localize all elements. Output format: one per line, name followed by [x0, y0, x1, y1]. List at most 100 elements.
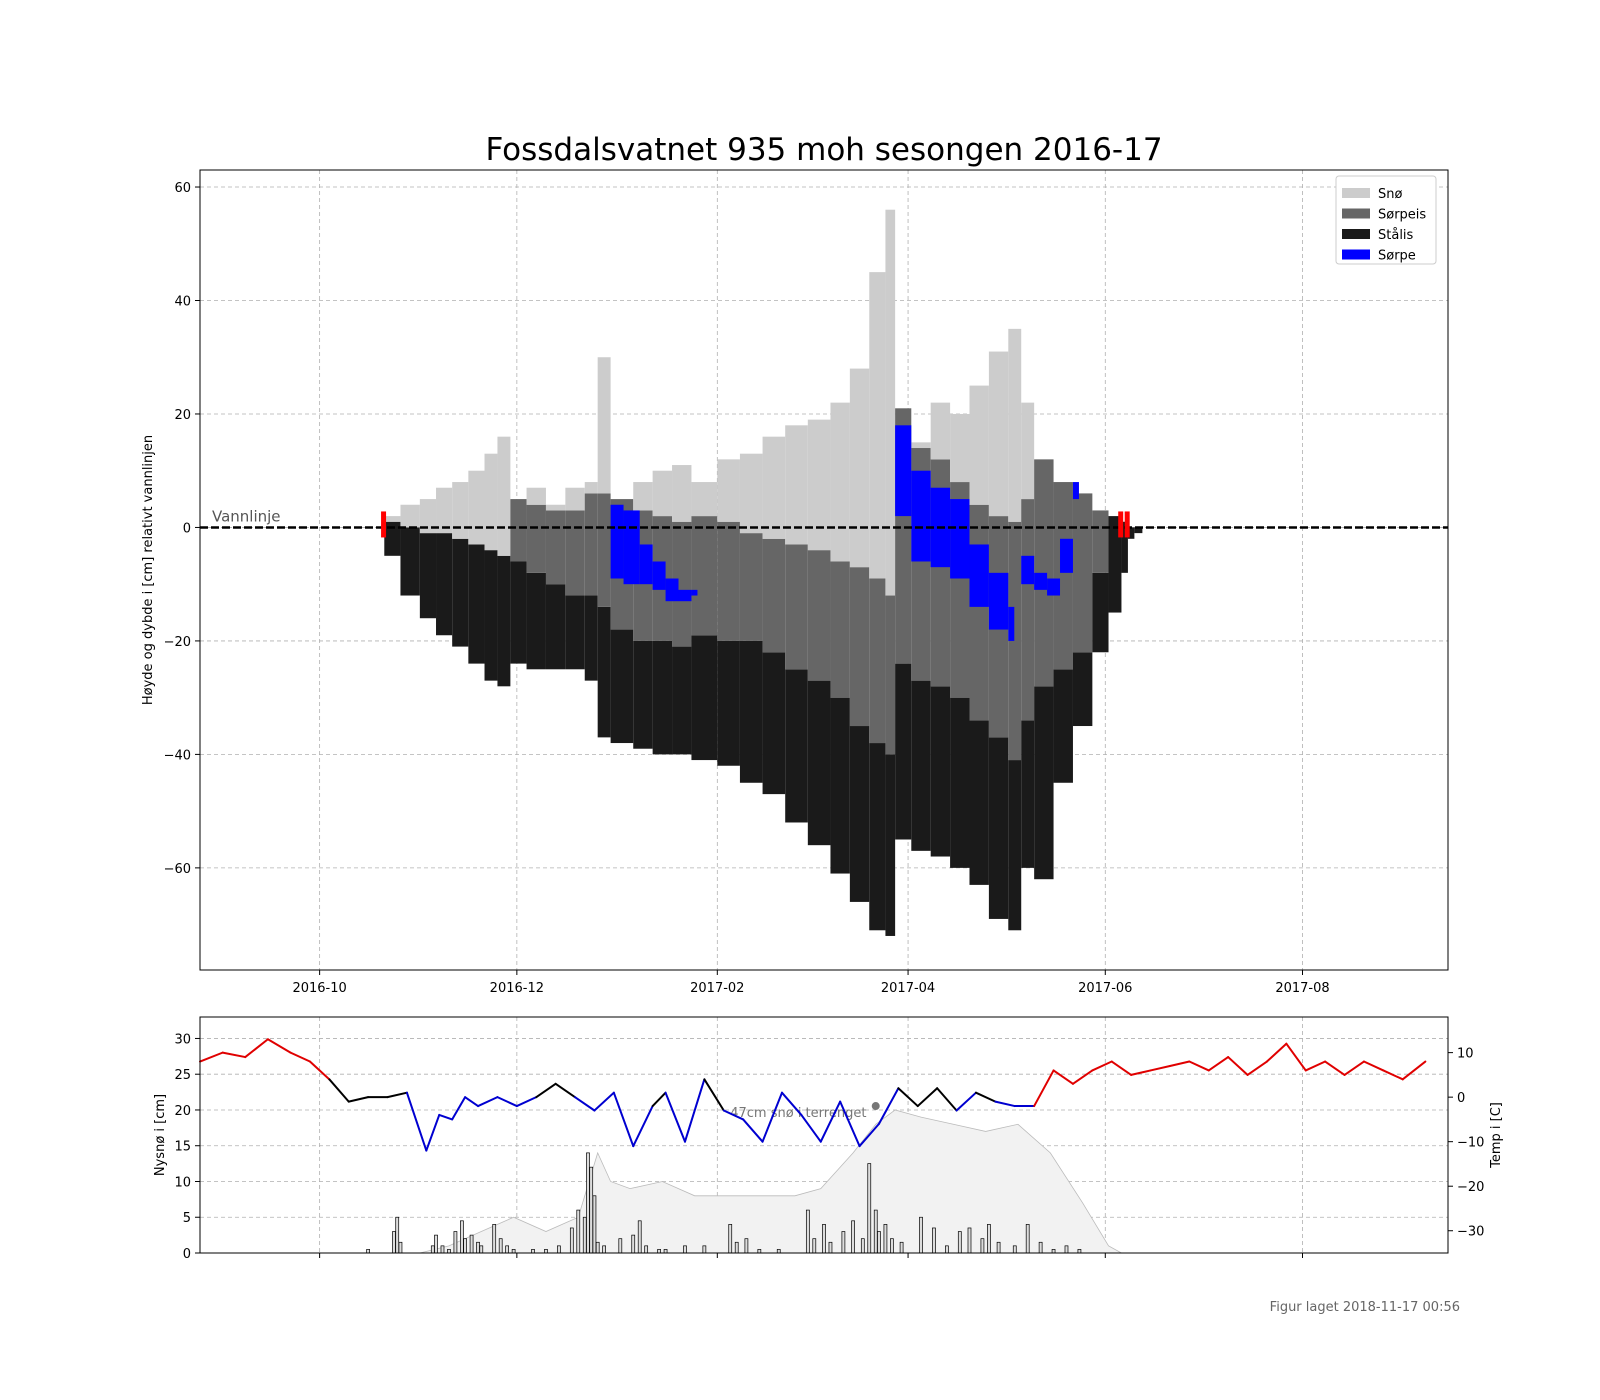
main-x-tick-label: 2017-02 [690, 981, 744, 996]
black-ice-bar [436, 533, 453, 636]
new-snow-bar [453, 1231, 458, 1254]
sub-y2-tick-label: −30 [1457, 1225, 1484, 1240]
new-snow-bar [996, 1241, 1001, 1254]
new-snow-bar [440, 1245, 445, 1254]
snow-bar [911, 442, 931, 449]
slush-ice-bar [785, 544, 808, 670]
legend-swatch [1342, 229, 1370, 239]
black-ice-bar [452, 538, 469, 647]
sub-y-axis-label: Nysnø i [cm] [153, 1094, 168, 1176]
temperature-segment [819, 1100, 842, 1143]
temperature-segment [800, 1113, 822, 1143]
temperature-segment [1052, 1069, 1074, 1085]
temperature-segment [974, 1091, 997, 1103]
slush-bar [639, 544, 653, 585]
black-ice-bar [1108, 516, 1122, 613]
slush-ice-bar [885, 595, 896, 755]
slush-bar [895, 425, 912, 517]
temperature-segment [1071, 1069, 1094, 1085]
main-y-tick-label: −20 [164, 635, 191, 650]
snow-bar [849, 368, 870, 568]
new-snow-bar [589, 1166, 594, 1254]
snow-bar [526, 487, 546, 505]
legend: Snø Sørpeis Stålis Sørpe [1335, 175, 1437, 265]
snow-bar [691, 482, 718, 517]
temperature-segment [1168, 1060, 1191, 1067]
new-snow-bar [557, 1245, 561, 1254]
slush-ice-bar [849, 567, 870, 727]
new-snow-bar [883, 1224, 888, 1254]
snow-bar [785, 425, 808, 545]
slush-ice-bar [830, 561, 850, 698]
black-ice-bar [1121, 521, 1128, 573]
slush-bar [911, 470, 931, 562]
new-snow-bar [618, 1238, 623, 1254]
slush-ice-bar [1021, 499, 1035, 721]
snow-bar [584, 482, 598, 494]
black-ice-bar [610, 629, 634, 744]
new-snow-bar [890, 1238, 894, 1254]
new-snow-bar [841, 1231, 846, 1254]
slush-bar [1034, 572, 1048, 590]
slush-bar [691, 589, 698, 596]
temperature-segment [664, 1091, 686, 1143]
slush-bar [610, 504, 624, 579]
snow-bar [1008, 328, 1022, 522]
temperature-segment [386, 1091, 408, 1099]
slush-bar [1060, 538, 1073, 573]
main-y-tick-label: 20 [174, 408, 191, 423]
temperature-segment [477, 1096, 499, 1108]
temperature-segment [780, 1091, 803, 1116]
new-snow-bar [1025, 1224, 1030, 1254]
temperature-segment [289, 1051, 311, 1063]
sub-y-tick-label: 5 [183, 1211, 191, 1226]
slush-ice-bar [526, 504, 546, 573]
temperature-segment [877, 1087, 900, 1125]
waterline-label: Vannlinje [212, 507, 281, 525]
new-snow-bar [511, 1249, 516, 1254]
sub-y-tick-label: 0 [183, 1247, 191, 1262]
black-ice-bar [1008, 760, 1022, 931]
black-ice-bar [762, 652, 786, 795]
new-snow-bar [505, 1245, 510, 1254]
new-snow-bar [586, 1152, 590, 1254]
temperature-segment [897, 1087, 919, 1108]
temperature-segment [1382, 1069, 1404, 1081]
slush-bar [665, 578, 679, 602]
sub-y-tick-label: 30 [174, 1032, 191, 1047]
new-snow-bar [395, 1216, 400, 1254]
snow-bar [452, 482, 469, 539]
slush-ice-bar [672, 521, 692, 647]
main-y-axis-label: Høyde og dybde i [cm] relativt vannlinje… [141, 435, 156, 705]
temperature-segment [199, 1051, 224, 1063]
snow-bar [633, 482, 653, 511]
main-x-tick-label: 2017-08 [1275, 981, 1329, 996]
snow-bar [762, 436, 786, 539]
sub-plot-frame [199, 1016, 1449, 1254]
snow-bar [400, 504, 420, 528]
temperature-segment [916, 1087, 939, 1108]
black-ice-bar [384, 521, 401, 556]
temperature-segment [1033, 1069, 1055, 1108]
snow-bar [468, 470, 485, 545]
snow-bar [545, 504, 566, 511]
temperature-segment [742, 1118, 764, 1143]
main-areas: Vannlinje [200, 209, 1448, 936]
new-snow-bar [366, 1249, 370, 1254]
new-snow-bar [663, 1249, 668, 1254]
figure-timestamp: Figur laget 2018-11-17 00:56 [1269, 1300, 1460, 1315]
black-ice-bar [807, 680, 831, 846]
new-snow-bar [734, 1241, 739, 1254]
sub-y-tick-label: 25 [174, 1068, 191, 1083]
sub-y2-tick-label: −20 [1457, 1180, 1484, 1195]
slush-ice-bar [1072, 493, 1093, 653]
waterline-marker [381, 511, 387, 538]
new-snow-bar [531, 1249, 535, 1254]
slush-ice-bar [597, 493, 611, 607]
new-snow-bar [1012, 1245, 1017, 1254]
temperature-segment [858, 1122, 880, 1148]
black-ice-bar [1134, 527, 1143, 534]
new-snow-bar [582, 1216, 587, 1254]
snow-bar [565, 487, 585, 511]
new-snow-bar [932, 1227, 936, 1254]
